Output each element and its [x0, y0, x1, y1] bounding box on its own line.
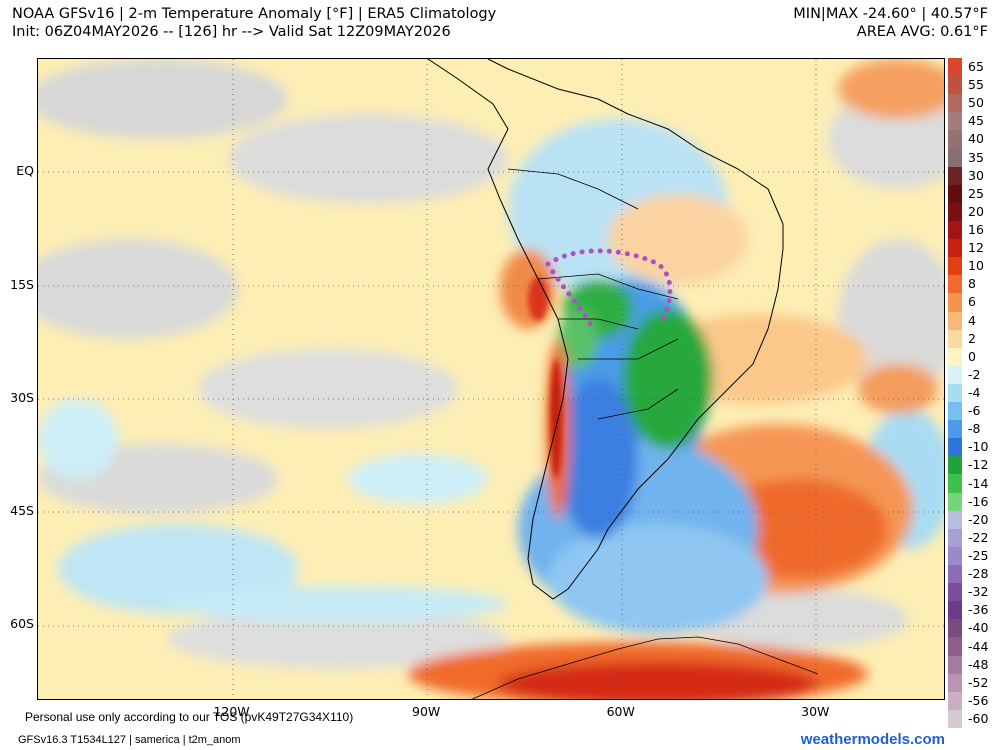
colorbar-tick-label: 6 [968, 294, 976, 310]
colorbar-tick-label: -12 [968, 457, 989, 473]
graticule [38, 59, 944, 699]
colorbar-segment [948, 184, 962, 204]
colorbar-segment [948, 220, 962, 240]
model-info: GFSv16.3 T1534L127 | samerica | t2m_anom [18, 734, 241, 746]
colorbar-tick-label: 20 [968, 203, 984, 219]
lat-label: 15S [10, 276, 34, 292]
colorbar-segment [948, 365, 962, 385]
colorbar-tick-label: -28 [968, 566, 989, 582]
colorbar-tick-label: 2 [968, 330, 976, 346]
colorbar-segment [948, 528, 962, 548]
annotation-dotted-outline [545, 248, 673, 332]
colorbar-segment [948, 202, 962, 222]
colorbar-tick-label: -25 [968, 547, 989, 563]
colorbar-segment [948, 311, 962, 331]
colorbar-segment [948, 112, 962, 131]
colorbar-tick-label: 8 [968, 276, 976, 292]
colorbar-segment [948, 402, 962, 421]
south-america-coastline [427, 59, 784, 600]
colorbar-tick-label: 50 [968, 95, 984, 111]
colorbar-segment [948, 492, 962, 512]
colorbar-tick-label: -16 [968, 493, 989, 509]
colorbar-tick-label: 40 [968, 131, 984, 147]
colorbar-segment [948, 438, 962, 457]
personal-use-note: Personal use only according to our TOS (… [25, 710, 354, 724]
colorbar-tick-label: -32 [968, 584, 989, 600]
colorbar-segment [948, 691, 962, 711]
colorbar-segment [948, 383, 962, 403]
lat-label: EQ [16, 163, 34, 179]
colorbar-segment [948, 329, 962, 349]
colorbar-tick-label: -22 [968, 529, 989, 545]
antarctic-coastline [471, 636, 819, 699]
colorbar-tick-label: -20 [968, 511, 989, 527]
colorbar-tick-label: 55 [968, 77, 984, 93]
colorbar [948, 58, 962, 729]
lat-label: 60S [10, 616, 34, 632]
init-valid-line: Init: 06Z04MAY2026 -- [126] hr --> Valid… [12, 24, 451, 40]
min-max-readout: MIN|MAX -24.60° | 40.57°F [793, 6, 988, 22]
colorbar-tick-label: 0 [968, 348, 976, 364]
colorbar-segment [948, 510, 962, 530]
colorbar-segment [948, 130, 962, 150]
map-canvas [38, 59, 944, 699]
colorbar-segment [948, 148, 962, 168]
colorbar-segment [948, 709, 962, 729]
colorbar-tick-label: 16 [968, 222, 984, 238]
lon-label: 120W [213, 704, 250, 719]
lon-label: 60W [606, 704, 635, 719]
lat-label: 30S [10, 389, 34, 405]
colorbar-tick-label: -36 [968, 602, 989, 618]
colorbar-segment [948, 456, 962, 475]
colorbar-segment [948, 420, 962, 439]
map-title: NOAA GFSv16 | 2-m Temperature Anomaly [°… [12, 6, 497, 22]
colorbar-tick-label: 4 [968, 312, 976, 328]
colorbar-tick-label: -52 [968, 674, 989, 690]
colorbar-segment [948, 673, 962, 693]
colorbar-segment [948, 94, 962, 113]
colorbar-tick-label: -60 [968, 710, 989, 726]
colorbar-tick-label: 65 [968, 59, 984, 75]
colorbar-segment [948, 166, 962, 186]
colorbar-segment [948, 239, 962, 258]
lat-label: 45S [10, 503, 34, 519]
colorbar-segment [948, 546, 962, 566]
brand-link[interactable]: weathermodels.com [800, 731, 945, 748]
colorbar-tick-label: -56 [968, 692, 989, 708]
colorbar-tick-label: -2 [968, 366, 981, 382]
lon-label: 90W [412, 704, 441, 719]
colorbar-segment [948, 474, 962, 494]
colorbar-segment [948, 76, 962, 95]
colorbar-segment [948, 637, 962, 657]
colorbar-segment [948, 655, 962, 675]
colorbar-segment [948, 58, 962, 77]
colorbar-segment [948, 583, 962, 602]
colorbar-tick-label: -48 [968, 656, 989, 672]
colorbar-tick-label: -6 [968, 403, 981, 419]
lon-label: 30W [801, 704, 830, 719]
anomaly-field [38, 59, 944, 699]
colorbar-segment [948, 347, 962, 367]
colorbar-tick-label: 45 [968, 113, 984, 129]
colorbar-tick-label: -40 [968, 620, 989, 636]
colorbar-tick-label: 30 [968, 167, 984, 183]
colorbar-tick-label: -44 [968, 638, 989, 654]
colorbar-segment [948, 257, 962, 276]
colorbar-segment [948, 565, 962, 584]
colorbar-tick-label: -10 [968, 439, 989, 455]
colorbar-tick-label: -14 [968, 475, 989, 491]
colorbar-tick-label: 25 [968, 185, 984, 201]
colorbar-tick-label: 35 [968, 149, 984, 165]
colorbar-tick-label: -4 [968, 385, 981, 400]
colorbar-tick-label: 12 [968, 240, 984, 256]
colorbar-segment [948, 293, 962, 312]
colorbar-tick-label: -8 [968, 421, 981, 437]
temperature-anomaly-map[interactable] [37, 58, 945, 700]
colorbar-tick-label: 10 [968, 258, 984, 274]
country-borders [507, 168, 679, 420]
colorbar-segment [948, 601, 962, 620]
area-average-readout: AREA AVG: 0.61°F [856, 24, 988, 40]
colorbar-segment [948, 619, 962, 638]
colorbar-segment [948, 275, 962, 294]
